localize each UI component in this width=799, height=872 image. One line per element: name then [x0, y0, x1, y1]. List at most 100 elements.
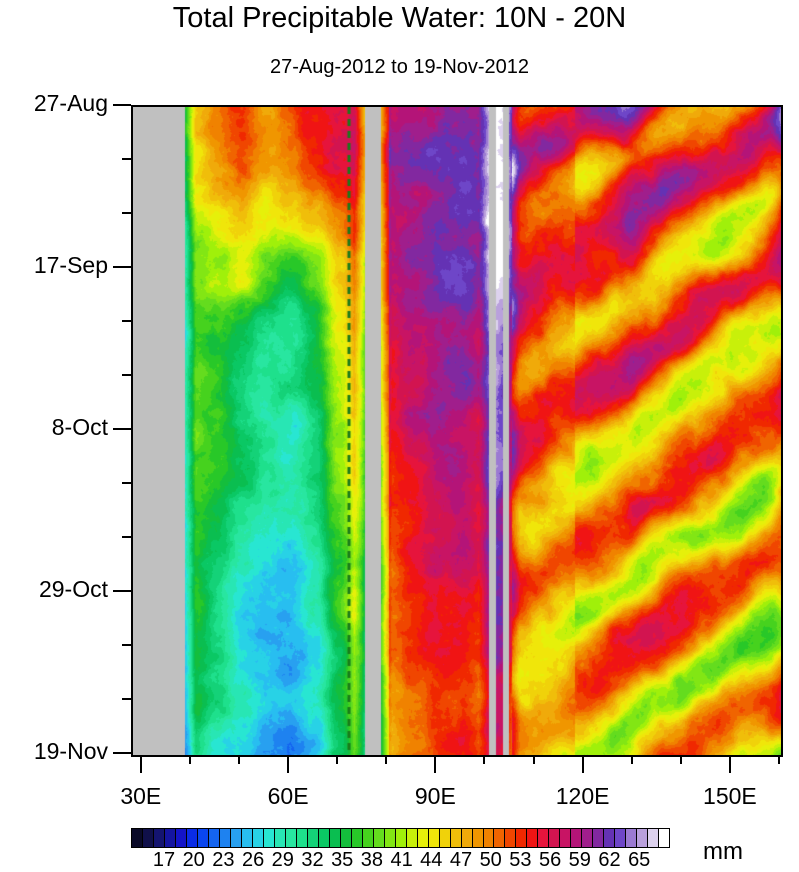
colorbar-tick-label: 65 — [628, 849, 651, 871]
colorbar-swatch — [153, 829, 165, 847]
colorbar-swatch — [571, 829, 583, 847]
x-axis-tick-major — [581, 755, 584, 773]
colorbar-swatch — [417, 829, 429, 847]
colorbar-swatch — [307, 829, 319, 847]
colorbar-swatch — [593, 829, 605, 847]
colorbar-swatch — [318, 829, 330, 847]
colorbar-swatch — [428, 829, 440, 847]
colorbar-tick-label: 17 — [152, 849, 176, 871]
colorbar-swatch — [340, 829, 352, 847]
x-axis-label: 60E — [267, 783, 309, 809]
x-axis-tick-minor — [188, 755, 191, 764]
colorbar-swatch — [560, 829, 572, 847]
colorbar-swatch — [362, 829, 374, 847]
colorbar-swatch — [186, 829, 198, 847]
y-axis-tick-minor — [122, 482, 131, 484]
y-axis-tick-minor — [122, 698, 131, 700]
colorbar-swatch — [164, 829, 176, 847]
colorbar-unit-label: mm — [703, 838, 743, 865]
y-axis-tick-minor — [122, 158, 131, 160]
y-axis-tick-minor — [122, 536, 131, 538]
colorbar-swatch — [615, 829, 627, 847]
colorbar-swatch — [626, 829, 638, 847]
x-axis-tick-major — [434, 755, 437, 773]
colorbar-swatch — [637, 829, 649, 847]
x-axis-label: 30E — [120, 783, 162, 809]
colorbar-tick-label: 47 — [449, 849, 473, 871]
colorbar: 17 20 23 26 29 32 35 38 41 44 47 50 53 56 59 62 65 — [131, 828, 670, 871]
colorbar-swatch — [659, 829, 670, 847]
colorbar-swatch — [604, 829, 616, 847]
colorbar-swatch — [219, 829, 231, 847]
colorbar-swatch — [439, 829, 451, 847]
x-axis-tick-minor — [778, 755, 780, 764]
colorbar-swatch — [241, 829, 253, 847]
colorbar-tick-label: 56 — [538, 849, 562, 871]
colorbar-tick-label: 62 — [598, 849, 621, 871]
page-title: Total Precipitable Water: 10N - 20N — [172, 2, 627, 34]
colorbar-swatch — [132, 829, 143, 847]
colorbar-tick-label: 23 — [212, 849, 235, 871]
x-axis-label: 120E — [555, 783, 610, 809]
x-axis-tick-minor — [385, 755, 388, 764]
page-subtitle: 27-Aug-2012 to 19-Nov-2012 — [269, 56, 530, 78]
colorbar-swatch — [329, 829, 341, 847]
y-axis-label: 8-Oct — [51, 414, 108, 440]
colorbar-swatch — [516, 829, 528, 847]
colorbar-tick-label: 29 — [271, 849, 294, 871]
colorbar-swatch — [483, 829, 495, 847]
y-axis-tick-major — [113, 104, 131, 106]
y-axis-tick-minor — [122, 320, 131, 322]
colorbar-tick-label: 44 — [420, 849, 443, 871]
colorbar-swatches — [131, 828, 670, 848]
colorbar-swatch — [175, 829, 187, 847]
y-axis-tick-major — [113, 752, 131, 754]
colorbar-tick-label: 20 — [182, 849, 205, 871]
colorbar-swatch — [208, 829, 220, 847]
colorbar-swatch — [505, 829, 517, 847]
colorbar-swatch — [450, 829, 462, 847]
colorbar-swatch — [472, 829, 484, 847]
colorbar-swatch — [252, 829, 264, 847]
y-axis-label: 27-Aug — [33, 90, 108, 116]
colorbar-swatch — [274, 829, 286, 847]
colorbar-tick-label: 53 — [509, 849, 532, 871]
x-axis-label: 90E — [414, 783, 456, 809]
colorbar-swatch — [373, 829, 385, 847]
hovmoller-plot — [131, 105, 783, 757]
y-axis-label: 29-Oct — [38, 576, 108, 602]
colorbar-swatch — [263, 829, 275, 847]
y-axis-tick-minor — [122, 374, 131, 376]
colorbar-swatch — [582, 829, 594, 847]
y-axis-label: 19-Nov — [33, 738, 108, 764]
colorbar-swatch — [142, 829, 154, 847]
x-axis-tick-minor — [532, 755, 535, 764]
x-axis-tick-major — [728, 755, 731, 773]
precipitable-water-heatmap — [133, 107, 781, 755]
colorbar-swatch — [527, 829, 539, 847]
colorbar-swatch — [384, 829, 396, 847]
colorbar-tick-label: 50 — [479, 849, 502, 871]
x-axis-tick-minor — [630, 755, 633, 764]
colorbar-tick-label: 35 — [331, 849, 354, 871]
colorbar-tick-label: 32 — [301, 849, 324, 871]
y-axis-tick-major — [113, 266, 131, 268]
colorbar-swatch — [406, 829, 418, 847]
colorbar-swatch — [538, 829, 550, 847]
colorbar-swatch — [461, 829, 473, 847]
colorbar-swatch — [494, 829, 506, 847]
colorbar-swatch — [395, 829, 407, 847]
colorbar-tick-label: 41 — [390, 849, 413, 871]
x-axis-tick-minor — [483, 755, 486, 764]
colorbar-swatch — [648, 829, 660, 847]
colorbar-swatch — [296, 829, 308, 847]
colorbar-tick-label: 26 — [241, 849, 265, 871]
colorbar-tick-label: 38 — [360, 849, 384, 871]
x-axis-label: 150E — [703, 783, 757, 809]
y-axis-tick-minor — [122, 212, 131, 214]
y-axis-label: 17-Sep — [33, 252, 108, 278]
x-axis-tick-minor — [679, 755, 682, 764]
colorbar-swatch — [549, 829, 561, 847]
y-axis-tick-major — [113, 428, 131, 430]
y-axis-tick-major — [113, 590, 131, 592]
